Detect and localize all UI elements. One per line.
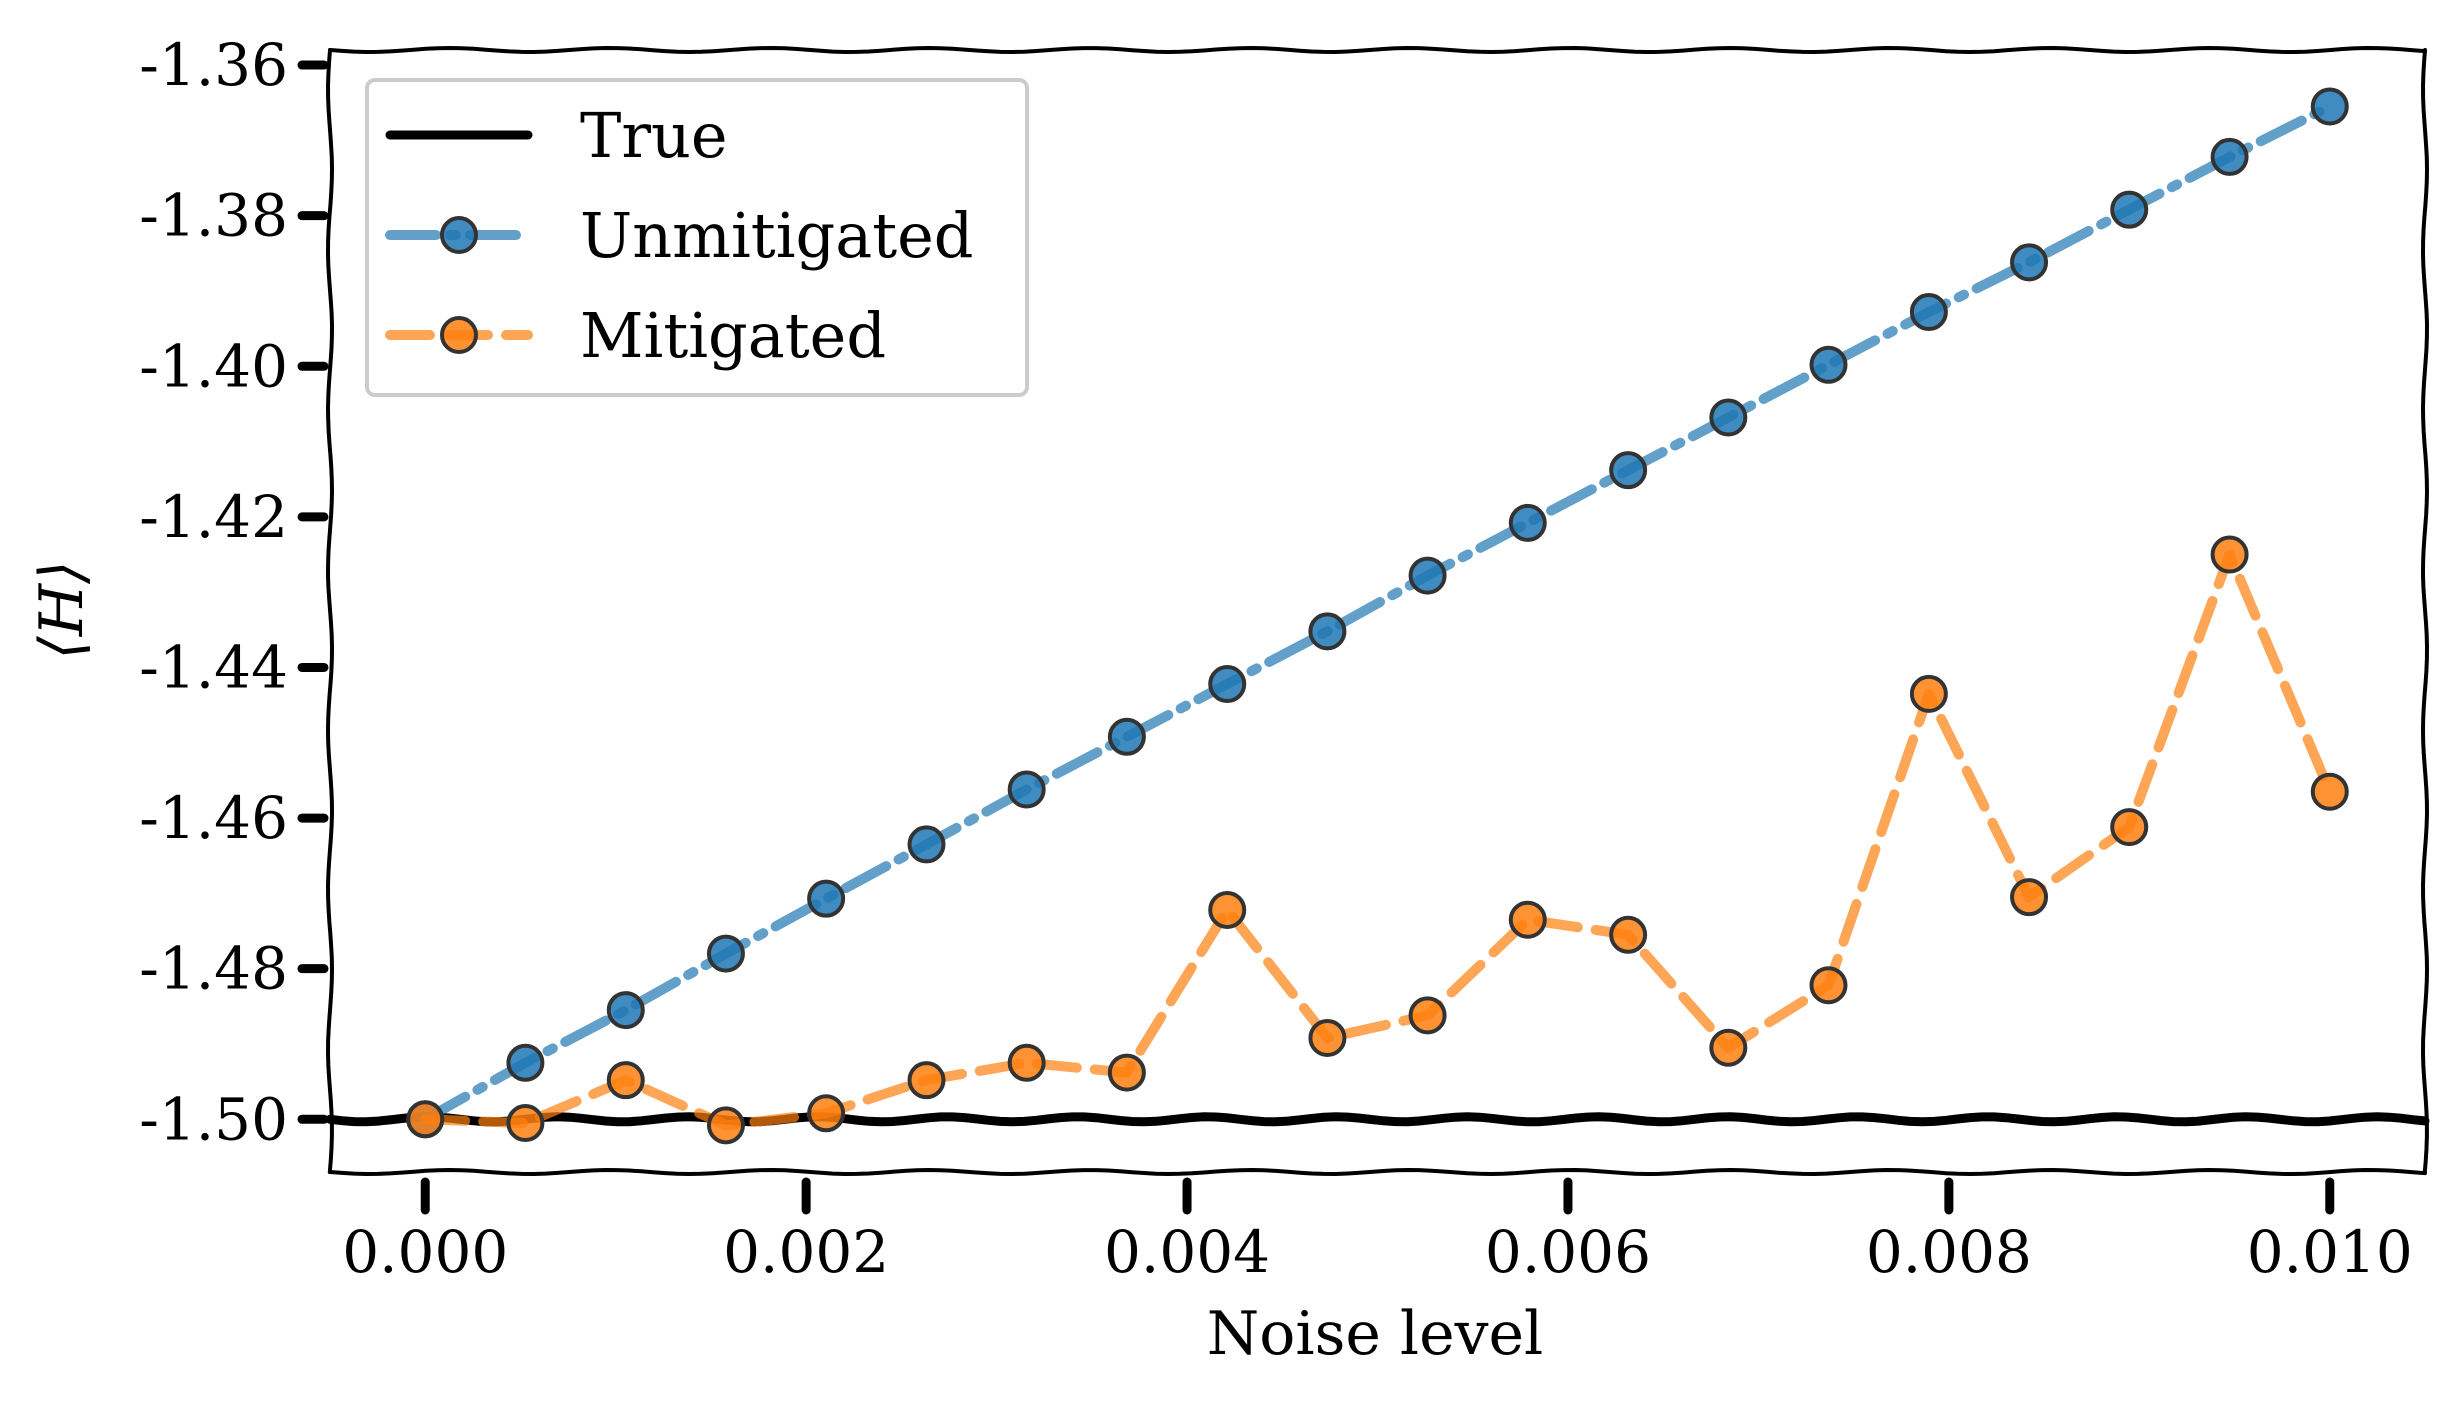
data-point [2110, 808, 2149, 847]
y-tick-label: -1.46 [139, 784, 288, 852]
legend-item: True [385, 99, 728, 172]
frame-left [325, 48, 335, 1174]
data-point [706, 934, 745, 973]
series-unmitigated [406, 87, 2349, 1139]
x-tick-label: 0.010 [2247, 1218, 2413, 1286]
y-axis: -1.36 -1.38 -1.40 -1.42 -1.44 -1.46 -1.48 -1.50 [139, 31, 329, 1153]
data-point [2310, 772, 2349, 811]
data-point [1809, 345, 1848, 384]
data-point [2310, 87, 2349, 126]
legend-marker [440, 316, 478, 354]
y-tick-label: -1.44 [139, 633, 288, 701]
data-point [1208, 665, 1247, 704]
data-point [2110, 190, 2149, 229]
data-point [1609, 451, 1648, 490]
data-point [907, 1061, 946, 1100]
x-tick-label: 0.000 [342, 1218, 508, 1286]
series-true [325, 1112, 2430, 1127]
data-point [606, 1061, 645, 1100]
x-tick-label: 0.006 [1485, 1218, 1651, 1286]
x-tick-label: 0.002 [723, 1218, 889, 1286]
data-point [2010, 243, 2049, 282]
data-point [1508, 503, 1547, 542]
x-axis: 0.000 0.002 0.004 0.006 0.008 0.010 [342, 1177, 2413, 1286]
legend-label: Mitigated [580, 299, 886, 372]
frame-right [2420, 48, 2430, 1174]
data-point [1909, 674, 1948, 713]
data-point [1208, 890, 1247, 929]
legend-item: Mitigated [385, 299, 886, 372]
data-point [2210, 137, 2249, 176]
data-point [1909, 293, 1948, 332]
y-tick-label: -1.40 [139, 332, 288, 400]
data-point [1609, 915, 1648, 954]
y-tick-label: -1.36 [139, 31, 288, 99]
data-point [2010, 878, 2049, 917]
data-point [1709, 398, 1748, 437]
data-point [1107, 717, 1146, 756]
data-point [606, 991, 645, 1030]
data-point [1308, 1018, 1347, 1057]
y-tick-label: -1.42 [139, 483, 288, 551]
x-tick-label: 0.004 [1104, 1218, 1270, 1286]
y-tick-label: -1.48 [139, 935, 288, 1003]
data-point [706, 1106, 745, 1145]
frame-top [328, 45, 2427, 55]
data-point [1007, 1043, 1046, 1082]
data-point [2210, 535, 2249, 574]
data-point [1308, 612, 1347, 651]
legend-label: True [580, 99, 728, 172]
data-point [1408, 556, 1447, 595]
data-point [1408, 996, 1447, 1035]
plot-frame [325, 45, 2430, 1177]
series-layer [325, 87, 2430, 1145]
data-point [506, 1043, 545, 1082]
x-tick-label: 0.008 [1866, 1218, 2032, 1286]
y-tick-label: -1.50 [139, 1085, 288, 1153]
y-axis-label: ⟨H⟩ [27, 560, 97, 659]
x-axis-label: Noise level [1207, 1299, 1543, 1369]
frame-bottom [328, 1167, 2427, 1177]
series-line [420, 549, 2335, 1131]
data-point [1007, 770, 1046, 809]
data-point [1107, 1053, 1146, 1092]
legend-marker [440, 216, 478, 254]
series-line [325, 1112, 2430, 1127]
data-point [907, 825, 946, 864]
data-point [1809, 966, 1848, 1005]
data-point [1709, 1028, 1748, 1067]
legend-item: Unmitigated [385, 199, 974, 272]
data-point [1508, 900, 1547, 939]
data-point [807, 879, 846, 918]
legend: True Unmitigated Mitigated [365, 78, 1029, 397]
series-mitigated [406, 535, 2349, 1145]
legend-label: Unmitigated [580, 199, 974, 272]
data-point [807, 1094, 846, 1133]
y-tick-label: -1.38 [139, 182, 288, 250]
legend-box [365, 78, 1029, 397]
data-point [406, 1100, 445, 1139]
data-point [506, 1104, 545, 1143]
